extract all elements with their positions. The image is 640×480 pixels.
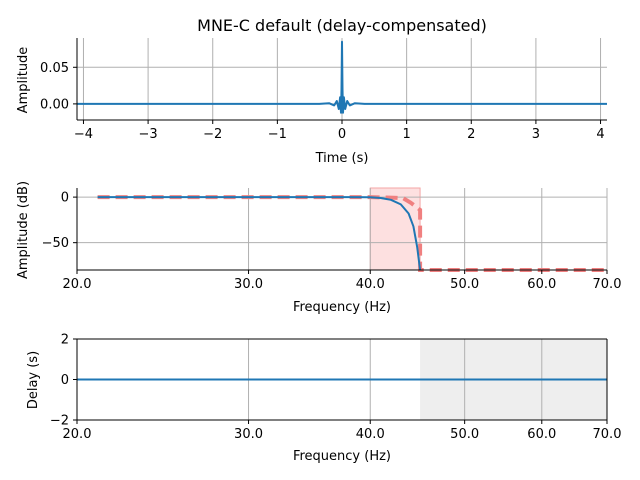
impulse-y-label: Amplitude bbox=[16, 47, 31, 114]
delay-ticks: 20.0 30.0 40.0 50.0 60.0 70.0 −2 0 2 bbox=[50, 333, 622, 443]
x-tick-label: −4 bbox=[74, 127, 93, 142]
y-tick-label: −50 bbox=[42, 236, 69, 251]
magnitude-x-label: Frequency (Hz) bbox=[293, 300, 391, 315]
impulse-series bbox=[77, 40, 607, 114]
magnitude-grid bbox=[76, 188, 608, 270]
y-tick-label: 0 bbox=[61, 373, 69, 388]
x-tick-label: 20.0 bbox=[63, 427, 92, 442]
impulse-line bbox=[77, 40, 607, 114]
x-tick-label: 4 bbox=[596, 127, 604, 142]
x-tick-label: 0 bbox=[338, 127, 346, 142]
x-tick-label: 20.0 bbox=[63, 277, 92, 292]
chart-title: MNE-C default (delay-compensated) bbox=[197, 16, 487, 35]
impulse-ticks: −4 −3 −2 −1 0 1 2 3 4 0.00 0.05 bbox=[40, 61, 605, 142]
delay-x-label: Frequency (Hz) bbox=[293, 449, 391, 464]
ideal-response-line bbox=[97, 195, 607, 272]
x-tick-label: −1 bbox=[268, 127, 287, 142]
x-tick-label: 70.0 bbox=[593, 277, 622, 292]
x-tick-label: 30.0 bbox=[234, 277, 263, 292]
x-tick-label: 30.0 bbox=[234, 427, 263, 442]
x-tick-label: 60.0 bbox=[527, 277, 556, 292]
x-tick-label: 50.0 bbox=[450, 277, 479, 292]
y-tick-label: 2 bbox=[61, 333, 69, 348]
transition-band-rect bbox=[369, 187, 421, 271]
x-tick-label: 60.0 bbox=[527, 427, 556, 442]
x-tick-label: −3 bbox=[139, 127, 158, 142]
x-tick-label: 1 bbox=[402, 127, 410, 142]
transition-band bbox=[369, 187, 421, 271]
magnitude-y-label: Amplitude (dB) bbox=[16, 181, 31, 279]
x-tick-label: −2 bbox=[203, 127, 222, 142]
delay-y-label: Delay (s) bbox=[26, 351, 41, 409]
x-tick-label: 3 bbox=[532, 127, 540, 142]
y-tick-label: −2 bbox=[50, 414, 69, 429]
magnitude-panel: 20.0 30.0 40.0 50.0 60.0 70.0 −50 0 Frequency (… bbox=[16, 181, 621, 315]
delay-panel: 20.0 30.0 40.0 50.0 60.0 70.0 −2 0 2 Frequency (… bbox=[26, 333, 621, 465]
y-tick-label: 0.05 bbox=[40, 61, 69, 76]
delay-axes bbox=[76, 338, 608, 421]
x-tick-label: 40.0 bbox=[356, 277, 385, 292]
filter-magnitude-line bbox=[97, 196, 422, 271]
x-tick-label: 50.0 bbox=[450, 427, 479, 442]
x-tick-label: 70.0 bbox=[593, 427, 622, 442]
x-tick-label: 40.0 bbox=[356, 427, 385, 442]
y-tick-label: 0.00 bbox=[40, 97, 69, 112]
x-tick-label: 2 bbox=[467, 127, 475, 142]
impulse-x-label: Time (s) bbox=[315, 151, 369, 166]
magnitude-ticks: 20.0 30.0 40.0 50.0 60.0 70.0 −50 0 bbox=[42, 191, 622, 292]
magnitude-axes bbox=[76, 188, 607, 271]
magnitude-series bbox=[97, 195, 607, 272]
y-tick-label: 0 bbox=[61, 191, 69, 206]
impulse-response-panel: −4 −3 −2 −1 0 1 2 3 4 0.00 0.05 Time (s) Amplitude bbox=[16, 38, 607, 166]
